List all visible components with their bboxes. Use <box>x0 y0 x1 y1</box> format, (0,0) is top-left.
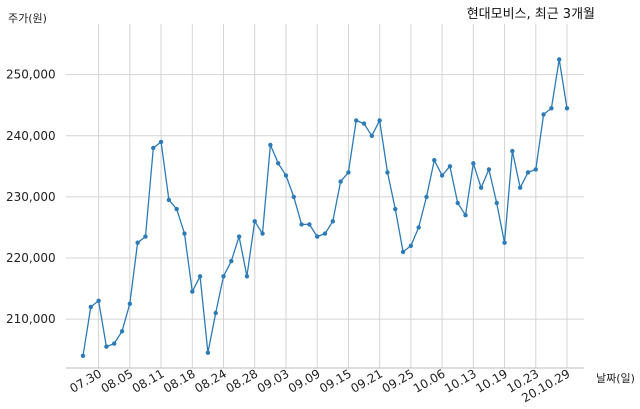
y-tick-label: 240,000 <box>6 129 56 143</box>
data-point <box>533 167 538 172</box>
x-tick-label: 09.03 <box>255 366 292 395</box>
chart-title: 현대모비스, 최근 3개월 <box>467 7 595 22</box>
x-tick-label: 09.09 <box>286 366 323 395</box>
data-point <box>291 194 296 200</box>
data-point <box>112 341 117 346</box>
data-point <box>314 234 320 239</box>
data-point <box>517 185 523 190</box>
data-point <box>525 170 531 175</box>
x-tick-label: 10.13 <box>442 366 479 395</box>
y-tick-label: 210,000 <box>6 312 56 326</box>
data-point <box>197 274 203 279</box>
data-point <box>252 219 257 224</box>
data-point <box>229 258 234 264</box>
price-series <box>80 57 570 358</box>
data-point <box>439 173 445 178</box>
data-point <box>330 219 336 224</box>
x-tick-label: 10.06 <box>411 366 448 395</box>
data-point <box>221 274 226 279</box>
data-point <box>478 185 484 190</box>
data-point <box>432 158 437 163</box>
data-point <box>268 142 273 148</box>
x-tick-label: 10.19 <box>473 366 510 395</box>
data-point <box>135 240 140 245</box>
x-tick-label: 09.15 <box>317 366 354 395</box>
data-point <box>104 344 109 349</box>
data-point <box>88 304 94 310</box>
x-tick-label: 09.25 <box>380 366 417 395</box>
data-point <box>166 197 172 203</box>
data-point <box>385 170 390 175</box>
data-point <box>244 274 250 279</box>
y-axis-labels: 210,000 220,000 230,000 240,000 250,000 <box>6 68 56 326</box>
data-point <box>143 234 148 239</box>
data-point <box>275 161 281 166</box>
data-point <box>408 243 414 248</box>
data-point <box>502 240 507 245</box>
data-point <box>127 301 133 307</box>
data-point <box>556 57 562 62</box>
data-point <box>494 200 499 206</box>
data-point <box>377 118 382 123</box>
x-tick-label: 08.05 <box>99 366 136 395</box>
data-point <box>346 170 351 175</box>
data-point <box>283 173 289 178</box>
data-point <box>471 161 476 166</box>
x-tick-label: 08.11 <box>130 366 167 395</box>
data-point <box>174 206 179 212</box>
x-tick-label: 08.28 <box>223 366 260 395</box>
data-point <box>486 167 492 172</box>
data-point <box>236 234 242 239</box>
data-point <box>213 310 218 316</box>
data-point <box>463 213 468 218</box>
data-point <box>182 231 187 236</box>
data-point <box>354 118 359 123</box>
x-tick-label: 07.30 <box>67 366 104 395</box>
data-point <box>299 222 304 227</box>
data-point <box>307 222 312 227</box>
grid-lines <box>66 24 584 368</box>
data-point <box>369 133 375 138</box>
data-point <box>393 206 398 212</box>
x-tick-label: 08.18 <box>161 366 198 395</box>
data-point <box>190 289 195 294</box>
x-axis-labels: 07.3008.0508.1108.1808.2408.2809.0309.09… <box>67 366 572 405</box>
data-point <box>510 148 515 154</box>
data-point <box>549 106 554 111</box>
y-tick-label: 250,000 <box>6 68 56 82</box>
x-axis-title: 날짜(일) <box>596 371 635 385</box>
data-point <box>338 179 343 184</box>
data-point <box>541 112 546 117</box>
data-point <box>564 106 570 111</box>
x-tick-label: 09.21 <box>348 366 385 395</box>
data-point <box>424 194 429 200</box>
x-tick-label: 08.24 <box>192 366 229 395</box>
data-point <box>96 298 101 303</box>
data-point <box>205 350 211 355</box>
data-point <box>416 225 421 230</box>
data-point <box>447 164 453 169</box>
data-point <box>260 231 265 236</box>
data-point <box>361 121 367 126</box>
data-point <box>322 231 328 236</box>
price-line <box>82 58 568 356</box>
data-point <box>119 329 125 334</box>
data-point <box>400 249 406 255</box>
y-tick-label: 220,000 <box>6 251 56 265</box>
data-point <box>80 353 86 358</box>
data-point <box>158 139 164 145</box>
y-axis-title: 주가(원) <box>8 12 47 25</box>
data-point <box>455 200 460 206</box>
data-point <box>151 145 156 151</box>
y-tick-label: 230,000 <box>6 190 56 204</box>
